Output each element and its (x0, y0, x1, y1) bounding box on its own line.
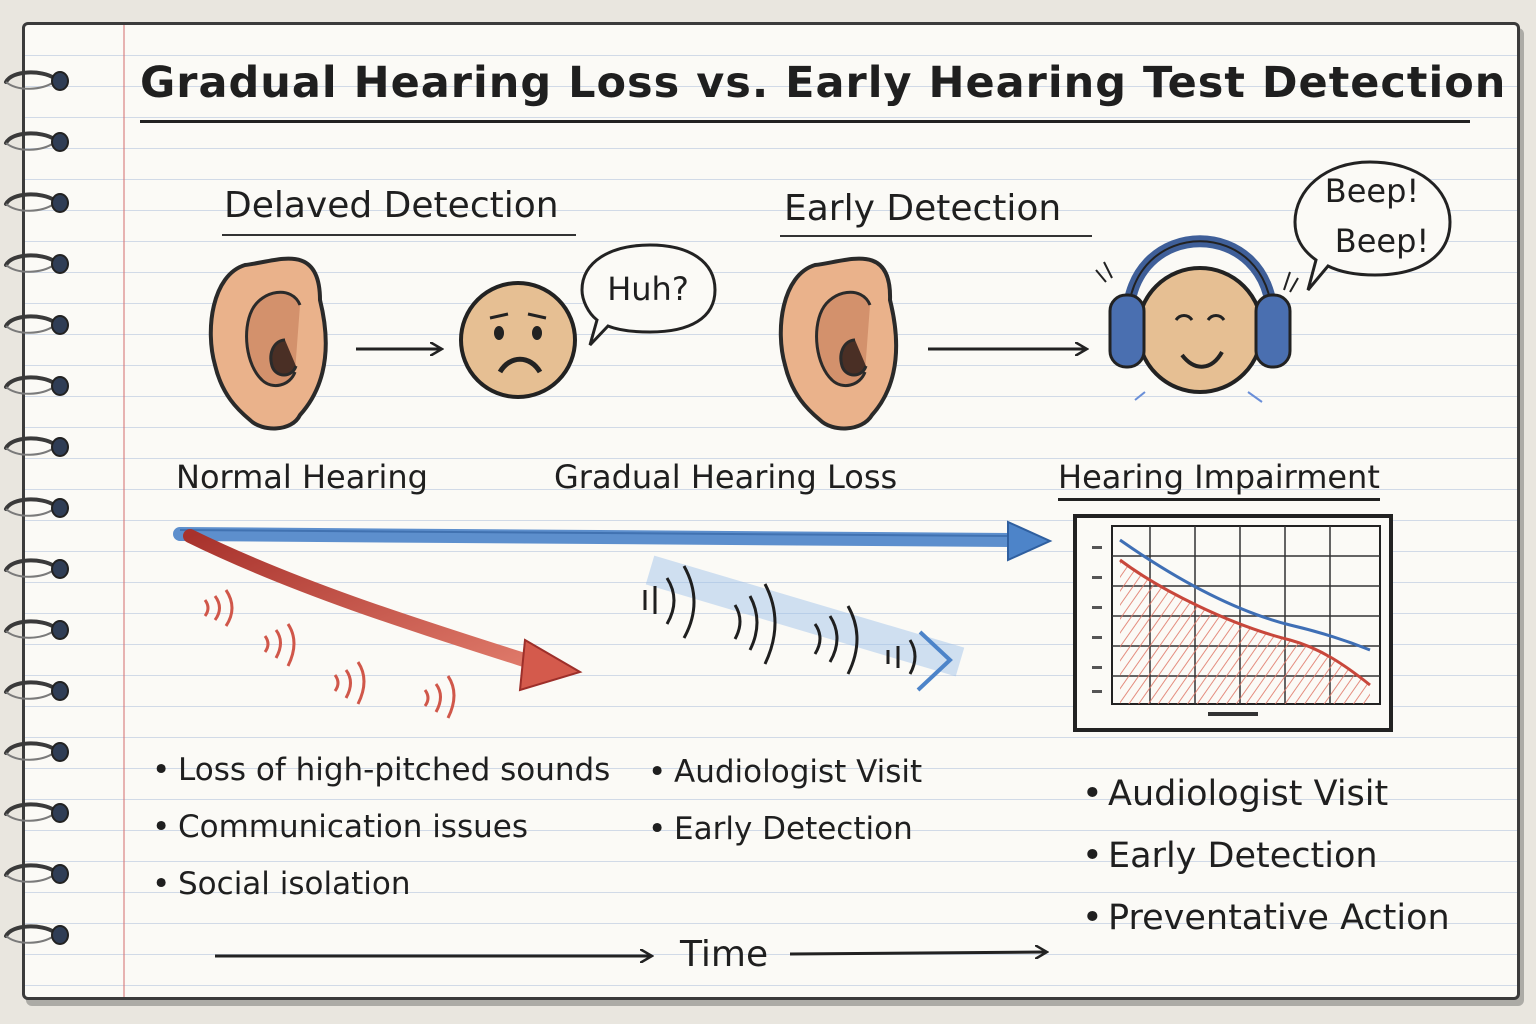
header-delayed-detection: Delaved Detection (224, 185, 559, 226)
ear-icon (778, 256, 899, 431)
list-item: Loss of high-pitched sounds (152, 750, 610, 807)
header-early-underline (780, 235, 1092, 237)
stage-normal-hearing: Normal Hearing (176, 458, 428, 496)
spiral-ring (4, 314, 69, 335)
spiral-ring (4, 802, 69, 823)
stage-hearing-impairment: Hearing Impairment (1058, 458, 1380, 501)
list-item: Audiologist Visit (648, 752, 922, 809)
headphones-face-icon (1095, 235, 1299, 403)
spiral-ring (4, 924, 69, 945)
spiral-ring (4, 680, 69, 701)
sound-wave-icon (643, 555, 965, 692)
header-delayed-underline (222, 234, 576, 236)
list-item: Audiologist Visit (1082, 772, 1450, 834)
right-bullet-list: Audiologist Visit Early Detection Preven… (1082, 772, 1450, 958)
timeline-blue-arrow (173, 520, 1053, 562)
beep-text-2: Beep! (1334, 222, 1430, 260)
arrow-icon (789, 952, 1045, 954)
spiral-ring (4, 436, 69, 457)
stage-gradual-loss: Gradual Hearing Loss (554, 458, 898, 496)
delayed-bullet-list: Loss of high-pitched sounds Communicatio… (152, 750, 610, 921)
speech-bubble-icon (1293, 160, 1452, 291)
audiogram-icon (1073, 514, 1393, 732)
spiral-ring (4, 619, 69, 640)
page-title: Gradual Hearing Loss vs. Early Hearing T… (140, 58, 1507, 108)
spiral-ring (4, 497, 69, 518)
spiral-ring (4, 375, 69, 396)
list-item: Communication issues (152, 807, 610, 864)
sound-wave-icon (203, 589, 456, 719)
beep-text-1: Beep! (1324, 172, 1420, 210)
spiral-ring (4, 192, 69, 213)
speech-bubble-icon (580, 243, 717, 347)
spiral-ring (4, 863, 69, 884)
list-item: Early Detection (648, 809, 922, 866)
spiral-ring (4, 70, 69, 91)
decline-red-arrow (183, 529, 583, 692)
sad-face-icon (459, 281, 577, 399)
huh-text: Huh? (607, 270, 689, 308)
list-item: Preventative Action (1082, 896, 1450, 958)
list-item: Social isolation (152, 864, 610, 921)
spiral-ring (4, 253, 69, 274)
spiral-ring (4, 741, 69, 762)
middle-bullet-list: Audiologist Visit Early Detection (648, 752, 922, 866)
time-axis-label: Time (680, 934, 769, 975)
header-early-detection: Early Detection (784, 188, 1062, 229)
spiral-ring (4, 131, 69, 152)
spiral-ring (4, 558, 69, 579)
title-underline (140, 120, 1470, 123)
ear-icon (208, 256, 328, 431)
list-item: Early Detection (1082, 834, 1450, 896)
